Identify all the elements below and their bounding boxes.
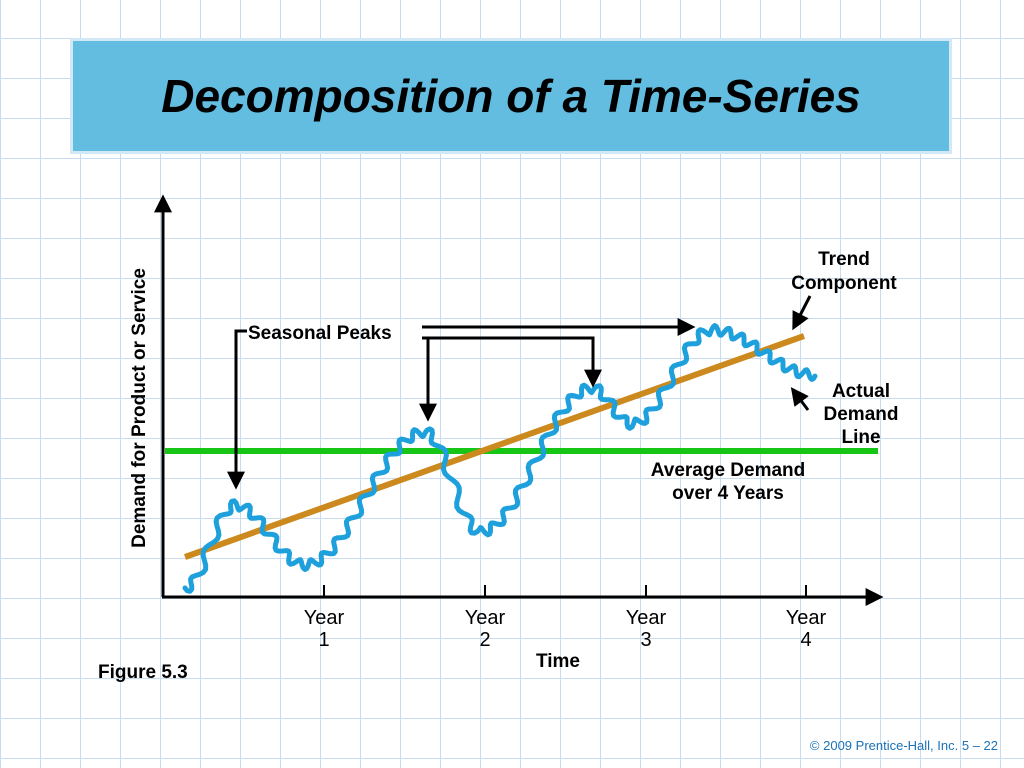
x-tick-label-3-line1: Year (626, 607, 667, 629)
actual-callout-arrow (790, 387, 810, 411)
x-tick-label-2-line1: Year (465, 607, 506, 629)
seasonal-peak-arrow-1 (227, 329, 247, 490)
trend-callout-arrow (792, 295, 812, 331)
x-tick-label-1-line2: 1 (318, 629, 329, 651)
slide-title: Decomposition of a Time-Series (161, 70, 861, 122)
x-tick-label-4-line2: 4 (800, 629, 811, 651)
trend-label-line1: Trend (818, 249, 870, 270)
actual-label-line3: Line (841, 427, 880, 448)
actual-demand-line (182, 323, 818, 594)
title-banner: Decomposition of a Time-Series (70, 38, 952, 154)
figure-label: Figure 5.3 (98, 662, 188, 683)
x-tick-label-2-line2: 2 (479, 629, 490, 651)
y-axis-label: Demand for Product or Service (129, 268, 150, 548)
x-axis-label: Time (536, 651, 580, 672)
x-tick-label-3-line2: 3 (640, 629, 651, 651)
average-label-line2: over 4 Years (672, 483, 784, 504)
seasonal-peaks-label: Seasonal Peaks (248, 323, 392, 344)
x-tick-label-1-line1: Year (304, 607, 345, 629)
seasonal-peak-arrow-3 (422, 336, 602, 388)
seasonal-peak-arrow-2 (419, 336, 437, 422)
trend-component-line (183, 333, 806, 560)
actual-label-line2: Demand (824, 404, 899, 425)
trend-label-line2: Component (791, 273, 897, 294)
actual-label-line1: Actual (832, 381, 890, 402)
copyright-footer: © 2009 Prentice-Hall, Inc. 5 – 22 (809, 738, 998, 753)
average-label-line1: Average Demand (651, 460, 806, 481)
x-tick-label-4-line1: Year (786, 607, 827, 629)
